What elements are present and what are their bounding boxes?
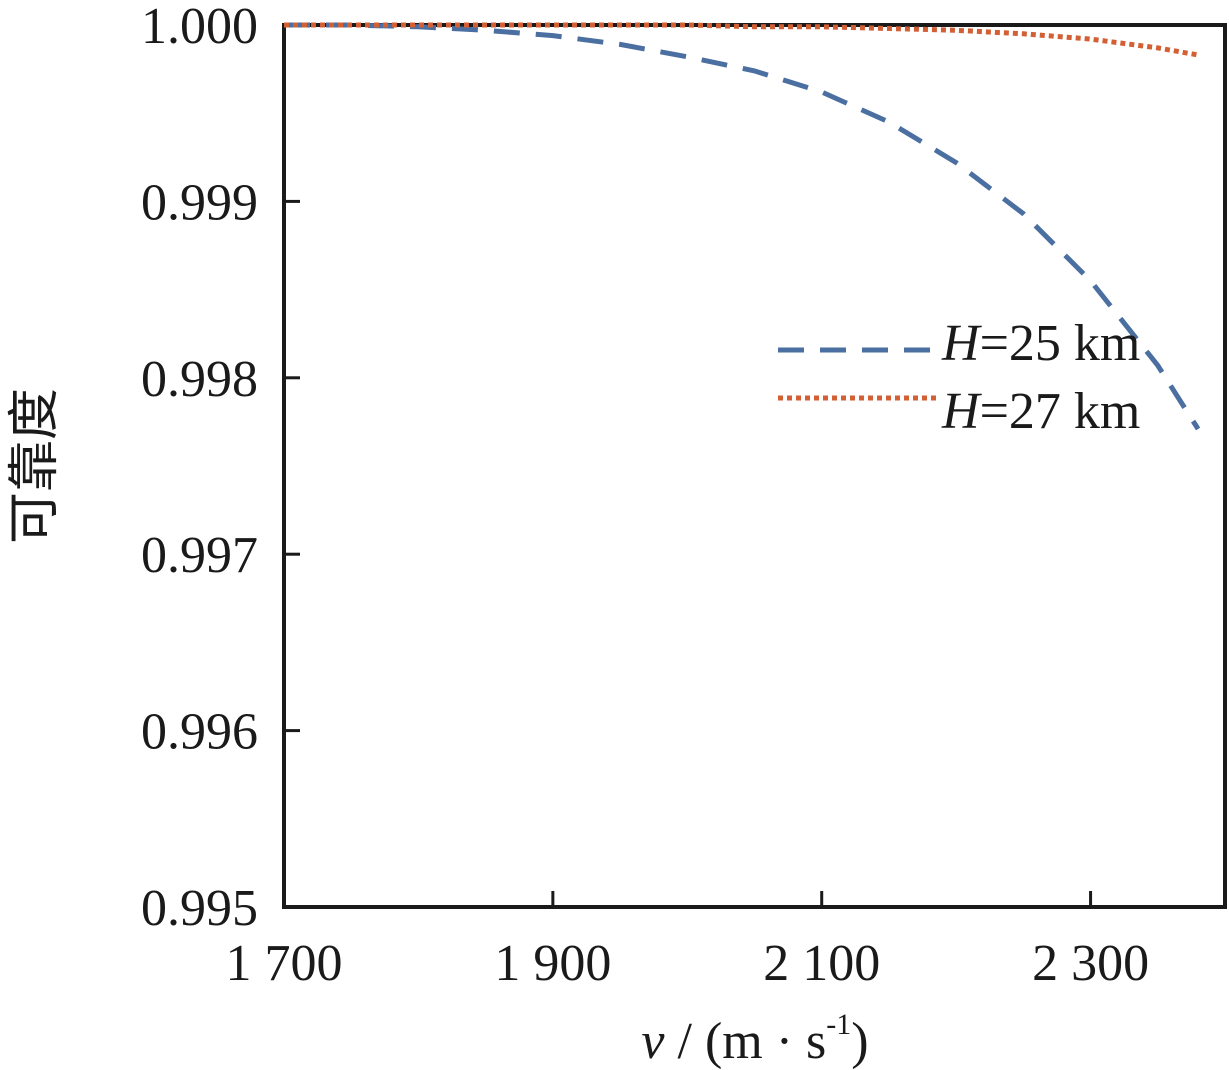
series-line-2	[284, 22, 1199, 58]
legend-label-rest: =27 km	[980, 383, 1141, 440]
legend-label-1: H=25 km	[941, 315, 1140, 372]
legend: H=25 kmH=27 km	[778, 315, 1140, 440]
x-tick-label: 2 300	[1032, 935, 1149, 992]
x-axis-label-exp: -1	[826, 1008, 851, 1041]
y-tick-label: 1.000	[141, 0, 258, 55]
legend-label-2: H=27 km	[941, 383, 1140, 440]
x-tick-label: 1 700	[226, 935, 343, 992]
x-axis-label-sep: /	[664, 1013, 704, 1070]
legend-label-rest: =25 km	[980, 315, 1141, 372]
tick-marks	[282, 23, 1093, 909]
y-tick-label: 0.999	[141, 174, 258, 231]
series-lines	[284, 22, 1201, 431]
x-tick-label: 2 100	[763, 935, 880, 992]
legend-label-var: H	[941, 315, 982, 372]
series-line-1	[284, 22, 1201, 431]
x-axis-label-close: )	[851, 1013, 868, 1070]
y-tick-label: 0.997	[141, 527, 258, 584]
tick-labels: 1 700 1 900 2 100 2 300 0.995 0.996 0.997 0.998…	[141, 0, 1149, 992]
x-axis-label: v / (m · s-1)	[641, 1008, 868, 1070]
y-axis-label: 可靠度	[7, 388, 64, 544]
y-tick-label: 0.996	[141, 704, 258, 761]
plot-frame	[282, 23, 1227, 909]
legend-label-var: H	[941, 383, 982, 440]
x-axis-label-var: v	[641, 1013, 665, 1070]
y-tick-label: 0.995	[141, 880, 258, 937]
x-tick-label: 1 900	[494, 935, 611, 992]
y-tick-label: 0.998	[141, 351, 258, 408]
x-axis-label-unit: (m · s	[705, 1013, 826, 1070]
